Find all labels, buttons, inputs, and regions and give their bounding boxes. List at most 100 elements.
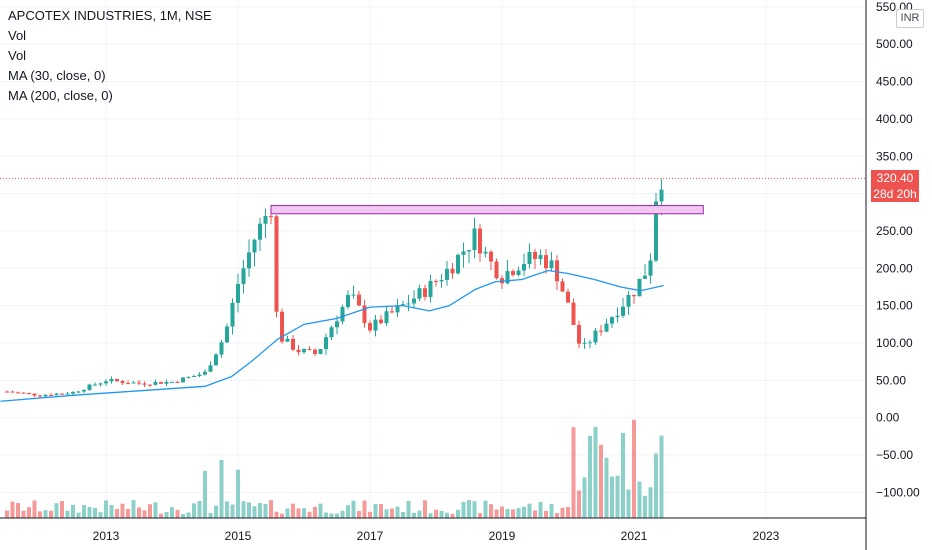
volume-bar [461,501,466,518]
candle-body [10,391,15,393]
volume-bar [516,508,521,518]
volume-bar [362,500,367,518]
volume-bar [241,501,246,518]
volume-bar [384,509,389,518]
volume-bar [27,507,31,518]
legend-volume-2[interactable]: Vol [8,48,27,63]
legend-volume-1[interactable]: Vol [8,28,27,43]
candle-body [516,270,521,276]
volume-bar [417,510,422,518]
volume-bar [313,506,317,518]
volume-bar [60,501,64,518]
volume-bar [335,513,339,518]
volume-bar [32,500,37,518]
candle-body [54,393,59,396]
legend-ma-200[interactable]: MA (200, close, 0) [8,88,113,103]
volume-bar [54,503,59,518]
candle-body [236,283,240,303]
candle-body [368,323,372,331]
x-tick-label: 2023 [753,529,780,543]
candle-body [395,305,400,313]
legend-symbol[interactable]: APCOTEX INDUSTRIES, 1M, NSE [8,8,212,23]
volume-bar [599,444,603,518]
candle-body [170,381,174,383]
candle-body [230,302,235,327]
candle-body [538,255,543,260]
volume-bar [148,504,152,518]
candle-body [461,251,466,255]
candle-body [390,311,394,313]
volume-bar [456,509,460,518]
candle-body [153,381,158,385]
volume-bar [98,512,103,518]
y-tick-label: 250.00 [876,224,913,238]
volume-bar [577,490,581,518]
volume-bar [483,500,488,518]
candle-body [362,305,367,324]
volume-bar [632,419,636,518]
x-tick-label: 2015 [225,529,252,543]
candle-body [49,395,53,397]
volume-bar [192,503,196,518]
volume-bar [296,508,301,518]
volume-bar [654,453,658,518]
y-tick-label: −50.00 [876,448,913,462]
candle-body [472,228,477,251]
candle-body [285,338,290,342]
candle-body [346,294,350,308]
volume-bar [390,508,394,518]
candle-body [571,302,576,325]
candle-body [203,371,207,375]
candle-body [379,319,383,324]
volume-bar [406,501,411,518]
volume-bar [467,500,471,518]
candle-body [621,306,625,316]
volume-bar [324,512,328,518]
legend-ma-30[interactable]: MA (30, close, 0) [8,68,106,83]
volume-bar [5,510,9,518]
y-tick-label: 350.00 [876,149,913,163]
candle-body [27,392,31,394]
candle-body [428,280,433,297]
volume-bar [478,513,482,518]
volume-bar [511,509,515,518]
volume-bar [500,506,504,518]
volume-bar [538,501,543,518]
volume-bar [159,513,163,518]
volume-bar [164,511,169,518]
candle-body [274,216,279,312]
volume-bar [170,507,174,518]
candle-body [357,294,361,306]
volume-bar [291,503,295,518]
candle-body [566,291,570,303]
y-tick-label: 500.00 [876,37,913,51]
candle-body [93,384,97,386]
volume-bar [49,510,53,518]
volume-bar [197,500,202,518]
x-tick-label: 2021 [621,529,648,543]
x-tick-label: 2019 [489,529,516,543]
candle-body [313,349,317,354]
volume-bar [560,507,565,518]
volume-bar [604,457,609,518]
y-tick-label: 200.00 [876,261,913,275]
volume-bar [439,510,444,518]
candle-body [258,223,262,240]
volume-bar [527,503,532,518]
candle-body [109,378,114,382]
volume-bar [131,500,136,518]
currency-label[interactable]: INR [896,9,924,28]
volume-bar [230,504,235,518]
candle-body [604,323,609,332]
volume-bar [16,503,20,518]
volume-bar [175,509,180,518]
volume-bar [21,510,26,518]
volume-bar [219,459,224,518]
volume-bar [615,475,620,518]
volume-bar [450,513,455,518]
volume-bar [126,508,130,518]
candle-body [82,389,86,392]
candle-body [148,384,152,386]
candle-body [522,263,526,271]
